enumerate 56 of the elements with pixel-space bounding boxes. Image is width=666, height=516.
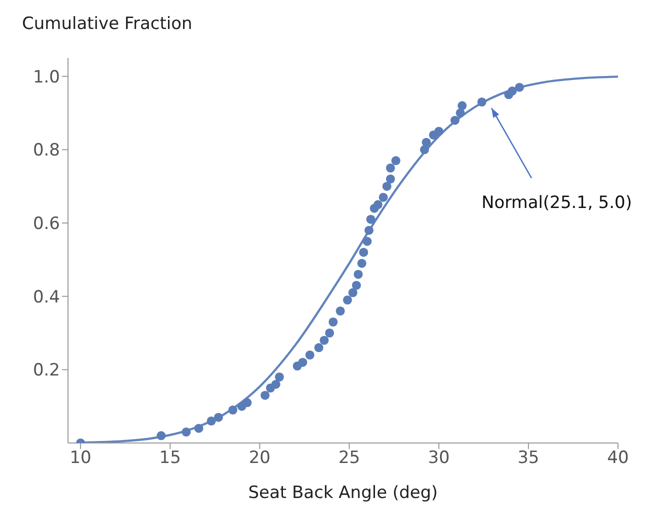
- point: [206, 416, 216, 426]
- point: [274, 372, 284, 382]
- point: [305, 350, 314, 360]
- point: [382, 182, 392, 191]
- point: [320, 336, 329, 345]
- point: [456, 108, 465, 118]
- point: [477, 97, 486, 107]
- point: [362, 236, 372, 246]
- point: [352, 280, 361, 290]
- point: [260, 390, 270, 400]
- point: [434, 126, 444, 136]
- point: [364, 226, 374, 235]
- point: [298, 358, 308, 367]
- point: [378, 192, 388, 202]
- y-tick-label: 0.2: [32, 360, 60, 381]
- point: [342, 295, 352, 305]
- x-tick-label: 40: [607, 448, 629, 468]
- x-tick-label: 30: [428, 448, 450, 468]
- x-axis-title: Seat Back Angle (deg): [248, 483, 438, 503]
- point: [386, 163, 395, 173]
- point: [194, 424, 204, 433]
- point: [314, 343, 324, 352]
- point: [348, 288, 358, 298]
- point: [386, 174, 395, 184]
- point: [420, 145, 430, 154]
- x-tick-label: 15: [159, 448, 181, 468]
- point: [359, 248, 368, 257]
- point: [391, 156, 400, 166]
- y-tick-label: 0.6: [32, 214, 60, 234]
- point: [458, 101, 467, 110]
- point: [450, 116, 460, 125]
- annotation: Normal(25.1, 5.0): [482, 193, 632, 214]
- point: [271, 380, 280, 389]
- point: [357, 258, 366, 268]
- x-tick-label: 35: [518, 448, 540, 468]
- point: [228, 405, 238, 415]
- y-axis-title: Cumulative Fraction: [22, 14, 192, 34]
- point: [182, 427, 191, 437]
- x-tick-label: 10: [70, 448, 92, 468]
- x-tick-label: 20: [248, 448, 271, 468]
- point: [422, 138, 431, 147]
- y-tick-label: 1.0: [32, 67, 60, 88]
- y-tick-label: 0.8: [32, 140, 60, 161]
- point: [156, 431, 166, 440]
- point: [336, 306, 345, 316]
- point: [366, 214, 376, 224]
- point: [325, 328, 334, 338]
- point: [328, 317, 338, 327]
- point: [214, 412, 224, 422]
- point: [514, 82, 524, 92]
- point: [354, 270, 363, 279]
- point: [373, 200, 382, 210]
- x-tick-label: 25: [338, 448, 360, 468]
- point: [242, 398, 252, 408]
- point: [508, 86, 517, 96]
- y-tick-label: 0.4: [32, 287, 60, 308]
